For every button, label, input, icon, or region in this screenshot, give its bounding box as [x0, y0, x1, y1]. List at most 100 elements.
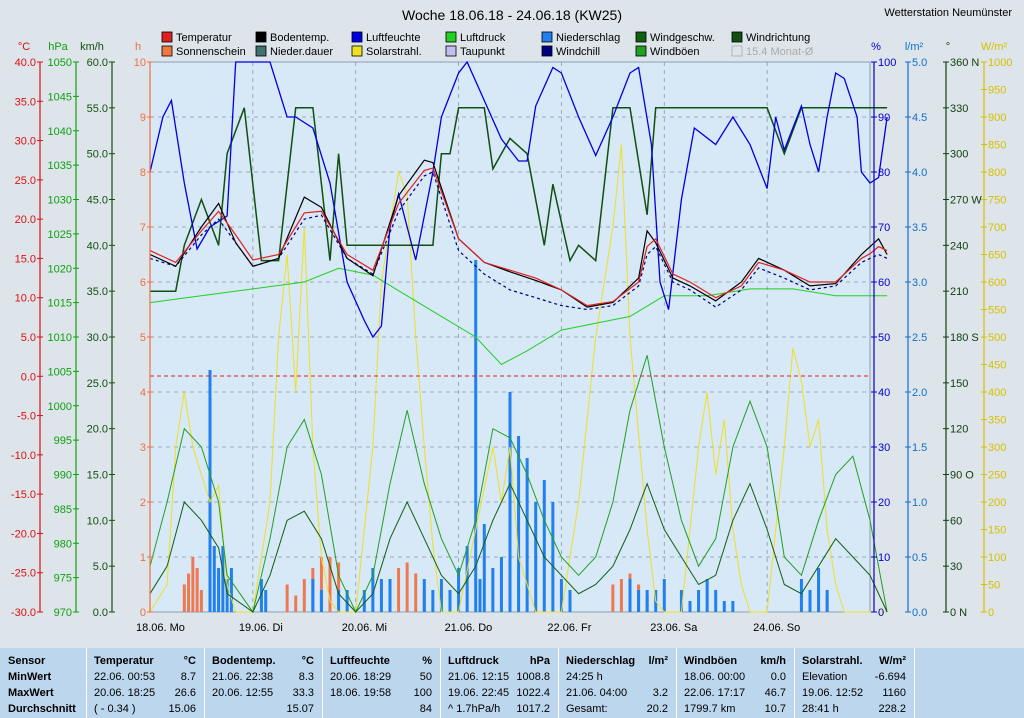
rain-bar	[229, 568, 233, 612]
legend-swatch	[731, 45, 743, 57]
pressure-tick-label: 990	[54, 470, 72, 482]
rain-bar	[551, 502, 555, 612]
legend-swatch	[351, 45, 363, 57]
sunshine-tick-label: 5	[140, 332, 146, 344]
rain-tick-label: 4.5	[912, 112, 927, 124]
legend-swatch	[161, 31, 173, 43]
direction-tick-label: 210	[950, 286, 968, 298]
temp-tick-label: 10.0	[15, 293, 36, 305]
wind-tick-label: 20.0	[87, 424, 108, 436]
temp-tick-label: 20.0	[15, 214, 36, 226]
pressure-tick-label: 1050	[48, 57, 72, 69]
rain-bar	[221, 546, 225, 612]
rain-bar	[208, 370, 212, 612]
humidity-tick-label: 20	[878, 497, 890, 509]
direction-tick-label: 60	[950, 515, 962, 527]
weather-chart: 40.035.030.025.020.015.010.05.00.0-5.0-1…	[10, 7, 1013, 634]
temp-tick-label: -10.0	[11, 450, 36, 462]
legend-label: Nieder.dauer	[270, 46, 333, 58]
wind-tick-label: 40.0	[87, 240, 108, 252]
pressure-tick-label: 1005	[48, 366, 72, 378]
stats-header: Luftfeuchte	[330, 655, 390, 667]
stats-cell-value: 50	[419, 671, 432, 683]
rain-tick-label: 2.0	[912, 387, 927, 399]
humidity-tick-label: 90	[878, 112, 890, 124]
stats-unit: %	[422, 655, 432, 667]
rain-bar	[808, 590, 812, 612]
stats-cell-value: 1008.8	[516, 671, 550, 683]
rain-bar	[534, 502, 538, 612]
rain-bar	[259, 579, 263, 612]
rain-bar	[482, 524, 486, 612]
day-label: 23.06. Sa	[650, 622, 698, 634]
temp-tick-label: -20.0	[11, 528, 36, 540]
rain-bar	[491, 568, 495, 612]
stats-header: Niederschlag	[566, 655, 636, 667]
stats-cell-value: 1022.4	[516, 687, 550, 699]
wind-tick-label: 60.0	[87, 57, 108, 69]
rain-bar	[568, 590, 572, 612]
sunshine-tick-label: 8	[140, 167, 146, 179]
solar-tick-label: 300	[988, 442, 1006, 454]
label-min: MinWert	[8, 671, 52, 683]
rain-bar	[679, 590, 683, 612]
temp-tick-label: 15.0	[15, 253, 36, 265]
rain-bar	[662, 579, 666, 612]
temp-unit: °C	[18, 41, 30, 53]
stats-header: Bodentemp.	[212, 655, 276, 667]
stats-col: Solarstrahl. W/m² Elevation -6.694 19.06. 12…	[794, 648, 915, 718]
stats-cell-label: 21.06. 12:15	[448, 671, 510, 683]
rain-bar	[225, 579, 229, 612]
wind-tick-label: 10.0	[87, 515, 108, 527]
rain-tick-label: 0.0	[912, 607, 927, 619]
legend-swatch	[445, 31, 457, 43]
wind-tick-label: 5.0	[93, 561, 108, 573]
temp-tick-label: 30.0	[15, 136, 36, 148]
legend-label: Luftfeuchte	[366, 32, 420, 44]
temp-tick-label: 35.0	[15, 96, 36, 108]
sunshine-tick-label: 10	[134, 57, 146, 69]
sunshine-bar	[397, 568, 401, 612]
stats-cell-label: 20.06. 12:55	[212, 687, 274, 699]
legend-label: Windböen	[650, 46, 700, 58]
rain-bar	[637, 590, 641, 612]
wind-tick-label: 45.0	[87, 195, 108, 207]
pressure-tick-label: 1030	[48, 195, 72, 207]
temp-tick-label: -30.0	[11, 607, 36, 619]
pressure-unit: hPa	[48, 41, 68, 53]
rain-bar	[499, 557, 503, 612]
rain-bar	[542, 480, 546, 612]
sunshine-tick-label: 0	[140, 607, 146, 619]
legend-swatch	[635, 45, 647, 57]
sunshine-bar	[619, 579, 623, 612]
stats-col: Temperatur °C 22.06. 00:53 8.7 20.06. 18:25 2…	[86, 648, 205, 718]
stats-cell-label: 21.06. 22:38	[212, 671, 274, 683]
solar-tick-label: 350	[988, 415, 1006, 427]
rain-bar	[212, 546, 216, 612]
rain-bar	[559, 579, 563, 612]
pressure-tick-label: 1035	[48, 160, 72, 172]
stats-cell-label: 18.06. 19:58	[330, 687, 392, 699]
rain-bar	[431, 590, 435, 612]
temp-tick-label: 25.0	[15, 175, 36, 187]
wind-direction-line	[150, 107, 888, 292]
rain-bar	[362, 590, 366, 612]
day-label: 22.06. Fr	[547, 622, 591, 634]
stats-cell-value: 3.2	[652, 687, 668, 699]
stats-cell-label: Elevation	[802, 671, 848, 683]
stats-cell-value: 15.06	[168, 703, 196, 715]
stats-cell-label: 1799.7 km	[684, 703, 736, 715]
direction-tick-label: 0 N	[950, 607, 967, 619]
pressure-tick-label: 985	[54, 504, 72, 516]
wind-tick-label: 0.0	[93, 607, 108, 619]
stats-unit: hPa	[529, 655, 550, 667]
rain-bar	[731, 601, 735, 612]
stats-cell-value: 228.2	[878, 703, 906, 715]
solar-tick-label: 100	[988, 552, 1006, 564]
sunshine-tick-label: 7	[140, 222, 146, 234]
pressure-tick-label: 980	[54, 538, 72, 550]
temperature-line	[149, 167, 888, 307]
sunshine-bar	[302, 579, 306, 612]
soil-temp-line	[149, 159, 888, 308]
humidity-tick-label: 70	[878, 222, 890, 234]
